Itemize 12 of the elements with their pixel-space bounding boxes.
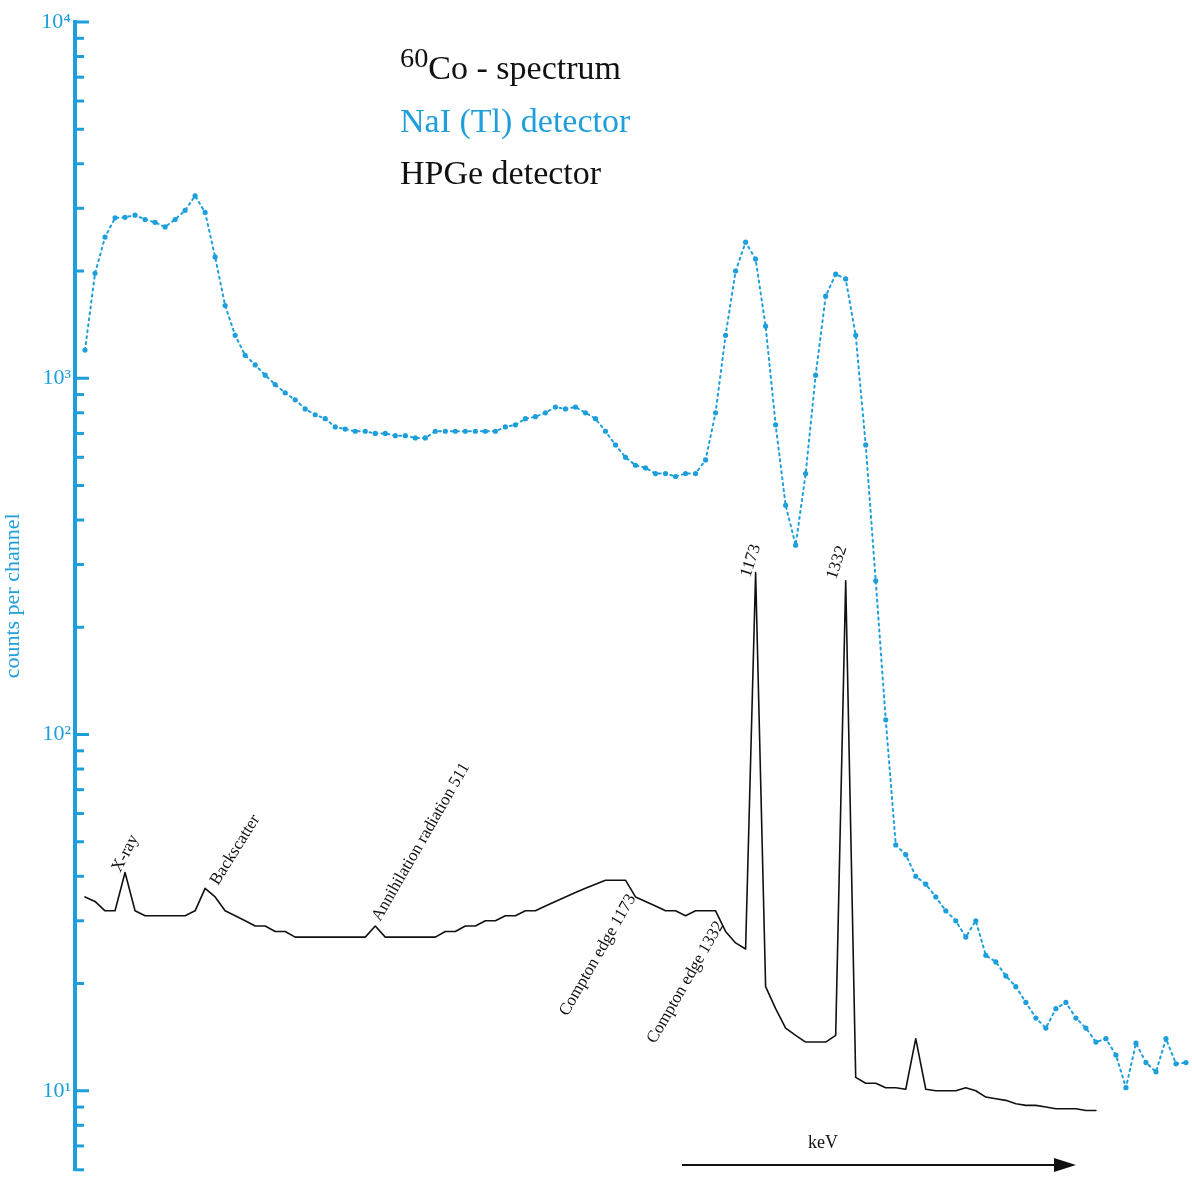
y-tick-label: 10¹ bbox=[42, 1076, 71, 1102]
text: $^{60}$Co - spectrum bbox=[400, 42, 621, 88]
y-tick-label: 10⁴ bbox=[41, 7, 72, 33]
text: HPGe detector bbox=[400, 153, 603, 193]
annotation: 1173 bbox=[735, 541, 765, 580]
x-axis-title: keV bbox=[808, 1132, 838, 1153]
annotation: X-ray bbox=[106, 830, 143, 875]
text: NaI (Tl) detector bbox=[400, 101, 631, 141]
y-axis-title: counts per channel bbox=[0, 513, 24, 679]
y-tick-label: 10³ bbox=[42, 364, 72, 390]
y-tick-label: 10² bbox=[42, 720, 72, 746]
annotation: 1332 bbox=[821, 543, 851, 582]
